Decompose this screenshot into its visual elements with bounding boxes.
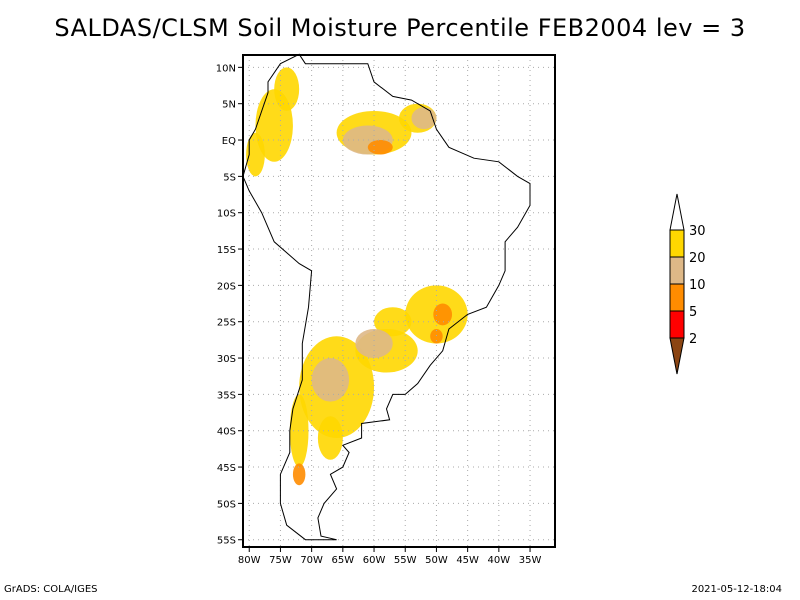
colorbar-label: 5 (689, 305, 697, 320)
lat-tick-label: 5S (223, 172, 236, 183)
lat-tick-label: 20S (217, 281, 236, 292)
lon-tick-label: 75W (269, 555, 292, 566)
percentile-region (289, 394, 309, 468)
colorbar-label: 10 (689, 278, 706, 293)
percentile-region (292, 463, 306, 486)
percentile-region (311, 358, 350, 402)
lat-tick-label: 40S (217, 427, 236, 438)
colorbar-bottom-arrow (669, 337, 685, 375)
colorbar-label: 2 (689, 332, 697, 347)
percentile-region (367, 140, 393, 155)
percentile-region (374, 307, 412, 337)
percentile-region (355, 328, 393, 359)
lat-tick-label: 55S (217, 536, 236, 547)
lon-tick-label: 50W (425, 555, 448, 566)
lat-tick-label: EQ (222, 136, 236, 147)
coastline (242, 53, 531, 541)
percentile-shading (246, 67, 468, 486)
map-frame (242, 54, 556, 548)
timestamp: 2021-05-12-18:04 (691, 584, 782, 595)
percentile-region (430, 328, 443, 344)
lat-tick-label: 10S (217, 209, 236, 220)
lon-tick-label: 55W (394, 555, 417, 566)
lon-tick-label: 35W (519, 555, 542, 566)
percentile-region (274, 67, 300, 111)
percentile-region (411, 107, 437, 130)
lon-tick-label: 65W (332, 555, 355, 566)
colorbar-label: 20 (689, 251, 706, 266)
colorbar-label: 30 (689, 224, 706, 239)
lat-tick-label: 10N (216, 63, 236, 74)
lat-tick-label: 45S (217, 463, 236, 474)
colorbar-segment (669, 229, 685, 258)
colorbar-segment (669, 283, 685, 312)
lon-tick-label: 45W (456, 555, 479, 566)
colorbar: 30 20 10 5 2 (669, 193, 706, 375)
lat-tick-label: 25S (217, 318, 236, 329)
colorbar-segment (669, 310, 685, 339)
colorbar-segment (669, 256, 685, 285)
percentile-region (317, 416, 343, 460)
colorbar-top-arrow (669, 193, 685, 231)
lat-tick-label: 30S (217, 354, 236, 365)
lon-tick-label: 60W (363, 555, 386, 566)
lon-tick-label: 80W (238, 555, 261, 566)
axis-ticks: 10N 5N EQ 5S 10S 15S 20S 25S 30S 35S 40S 45S 50S 55S8… (216, 63, 542, 566)
lon-tick-label: 70W (300, 555, 323, 566)
lat-tick-label: 5N (222, 100, 236, 111)
plot-title: SALDAS/CLSM Soil Moisture Percentile FEB… (54, 14, 746, 42)
lon-tick-label: 40W (488, 555, 511, 566)
lat-tick-label: 50S (217, 499, 236, 510)
lat-tick-label: 15S (217, 245, 236, 256)
percentile-region (433, 303, 453, 326)
lat-tick-label: 35S (217, 390, 236, 401)
percentile-region (246, 132, 265, 177)
grads-credit: GrADS: COLA/IGES (4, 584, 98, 595)
